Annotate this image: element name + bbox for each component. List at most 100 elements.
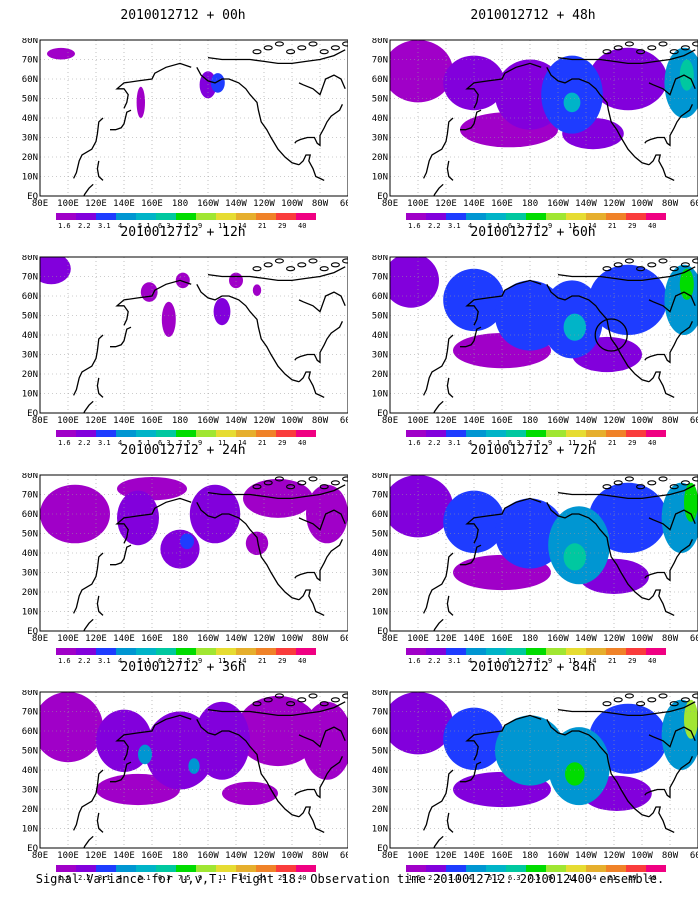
colorbar-label: 1.6 [408,657,421,663]
coastline [644,321,693,364]
island-outline [658,41,668,47]
x-tick-label: 120E [85,634,107,644]
island-outline [330,697,340,703]
x-tick-label: 120E [85,416,107,426]
colorbar-swatch [176,865,196,872]
colorbar-swatch [446,430,466,437]
colorbar-label: 11 [218,439,226,445]
colorbar-swatch [56,865,76,872]
colorbar-label: 7.5 [178,222,191,228]
colorbar-label: 40 [648,874,656,880]
x-tick-label: 60W [690,199,698,209]
x-tick-label: 60W [340,851,348,861]
colorbar-label: 40 [648,222,656,228]
island-outline [342,693,348,699]
y-tick-label: 40N [372,766,388,776]
colorbar-label: 29 [278,874,286,880]
variance-blob [252,284,262,296]
colorbar-label: 4 [118,874,122,880]
colorbar-label: 5.1 [488,657,501,663]
colorbar-label: 5.1 [138,439,151,445]
colorbar-swatch [136,213,156,220]
colorbar-swatch [276,648,296,655]
island-outline [286,266,296,272]
variance-blob [175,272,190,289]
island-outline [263,480,273,486]
colorbar-label: 9 [548,222,552,228]
y-tick-label: 70N [22,708,38,718]
coastline [207,484,346,500]
x-tick-label: 160E [491,416,513,426]
colorbar-label: 7.5 [528,657,541,663]
colorbar-label: 6.3 [508,439,521,445]
island-outline [319,266,329,272]
coastline [196,283,300,383]
x-tick-label: 160E [141,851,163,861]
colorbar-swatch [406,648,426,655]
y-tick-label: 80N [372,690,388,698]
colorbar-swatch [56,213,76,220]
coastline [644,539,693,582]
island-outline [342,476,348,482]
x-tick-label: 180 [522,634,538,644]
x-tick-label: 80E [382,634,398,644]
y-tick-label: 60N [22,292,38,302]
x-tick-label: 100E [57,199,79,209]
colorbar-swatch [546,213,566,220]
colorbar-label: 29 [278,439,286,445]
colorbar-label: 4 [468,439,472,445]
colorbar-label: 6.3 [158,874,171,880]
panel-title: 2010012712 + 12h [120,225,246,240]
colorbar-swatch [156,430,176,437]
colorbar-swatch [626,430,646,437]
variance-blob [301,701,348,780]
colorbar-swatch [116,213,136,220]
y-tick-label: 40N [372,114,388,124]
island-outline [624,258,634,264]
colorbar-swatch [196,213,216,220]
map-frame [39,39,348,197]
variance-blob [390,475,453,538]
colorbar-swatch [426,865,446,872]
x-tick-label: 120W [603,199,625,209]
x-tick-label: 180 [172,851,188,861]
colorbar-swatch [466,213,486,220]
map-grid [390,475,698,631]
island-outline [680,262,690,268]
coastline [644,756,693,799]
x-tick-label: 80W [662,634,679,644]
coastline [83,183,94,196]
colorbar-label: 3.1 [448,439,461,445]
island-outline [274,476,284,482]
colorbar-swatch [546,865,566,872]
island-outline [692,258,698,264]
y-tick-label: 50N [22,312,38,322]
island-outline [692,41,698,47]
y-tick-label: 50N [22,95,38,105]
colorbar-swatch [76,430,96,437]
colorbar-swatch [216,865,236,872]
island-outline [330,262,340,268]
coastline [73,769,104,831]
colorbar-swatch [486,865,506,872]
coastline [433,835,444,848]
colorbar-label: 1.6 [58,222,71,228]
colorbar-swatch [136,648,156,655]
colorbar-swatch [426,213,446,220]
island-outline [602,701,612,707]
forecast-panel: 2010012712 + 48h 80E 100E 120E 140E 160E 180 16… [368,8,698,228]
variance-blob [188,758,200,774]
variance-blob [443,707,505,770]
x-tick-label: 120E [435,416,457,426]
coastline [298,589,325,616]
coastline [298,806,325,833]
coastline [196,718,300,818]
colorbar-swatch [406,213,426,220]
island-outline [624,41,634,47]
x-tick-label: 100W [631,851,653,861]
colorbar-swatch [526,430,546,437]
colorbar-swatch [276,865,296,872]
colorbar-label: 21 [608,222,616,228]
colorbar-label: 4 [118,222,122,228]
colorbar-swatch [646,213,666,220]
